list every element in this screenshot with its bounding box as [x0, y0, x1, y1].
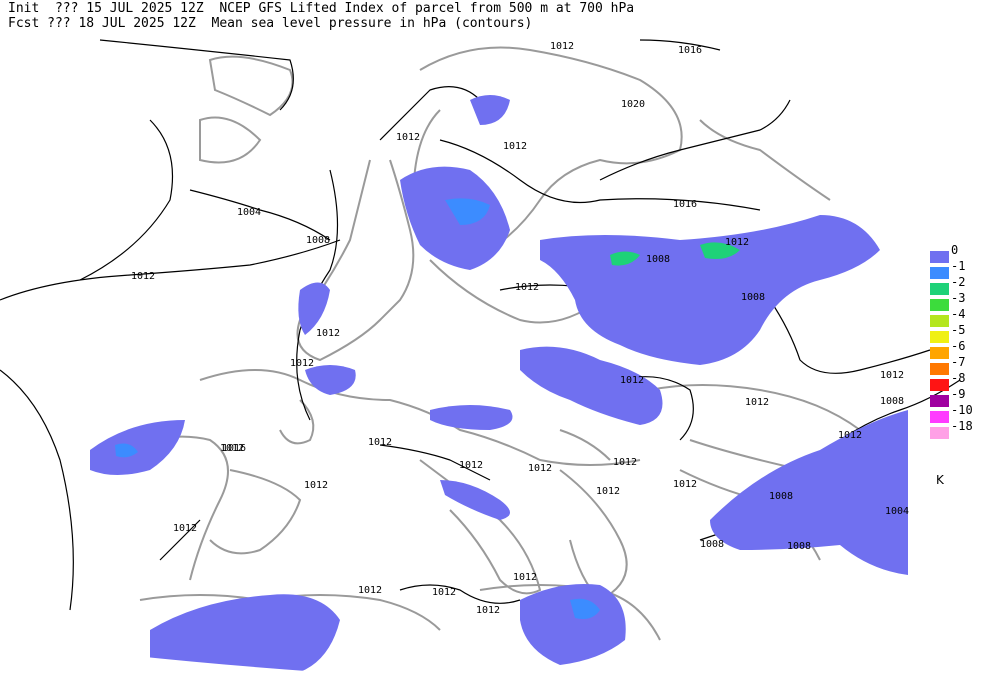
legend-swatch	[930, 427, 949, 439]
isobar-label: 1020	[621, 99, 645, 110]
li-area-libya-m2	[570, 598, 600, 619]
legend-label: 0	[951, 243, 959, 257]
isobar-label: 1012	[673, 479, 697, 490]
isobar-label: 1012	[131, 271, 155, 282]
isobar-label: 1008	[741, 292, 765, 303]
isobar-label: 1012	[513, 572, 537, 583]
isobar-label: 1004	[237, 207, 261, 218]
legend-item: -3	[930, 291, 1000, 311]
legend-swatch	[930, 283, 949, 295]
li-area-n-africa-w	[150, 594, 340, 672]
legend-label: -1	[951, 259, 966, 273]
legend-swatch	[930, 299, 949, 311]
legend-swatch	[930, 379, 949, 391]
header-line-1: Init ??? 15 JUL 2025 12Z NCEP GFS Lifted…	[8, 1, 635, 16]
li-area-russia-m2	[700, 242, 740, 259]
li-area-italy	[440, 480, 510, 520]
isobar-label: 1008	[880, 396, 904, 407]
legend-item: -10	[930, 403, 1000, 423]
legend-swatch	[930, 315, 949, 327]
legend-swatch	[930, 411, 949, 423]
legend-item: -9	[930, 387, 1000, 407]
lifted-index-shading	[90, 95, 908, 672]
legend-item: -7	[930, 355, 1000, 375]
legend-label: -3	[951, 291, 966, 305]
isobar-label: 1012	[316, 328, 340, 339]
legend-unit: K	[936, 473, 944, 487]
legend-item: -18	[930, 419, 1000, 439]
isobar-label: 1012	[396, 132, 420, 143]
legend-swatch	[930, 347, 949, 359]
isobar-label: 1012	[476, 605, 500, 616]
isobar-label: 1008	[700, 539, 724, 550]
isobar-label: 1012	[620, 375, 644, 386]
legend-item: -1	[930, 259, 1000, 279]
isobar-label: 1012	[596, 486, 620, 497]
isobar-label: 1008	[306, 235, 330, 246]
isobar-label: 1012	[838, 430, 862, 441]
legend-swatch	[930, 395, 949, 407]
isobar-label: 1012	[290, 358, 314, 369]
contour-labels: 1012 1016 1020 1004 1008 1012 1012 1012 …	[131, 41, 909, 616]
isobar-label: 1012	[368, 437, 392, 448]
legend-swatch	[930, 331, 949, 343]
isobar-label: 1012	[725, 237, 749, 248]
isobar-label: 1012	[459, 460, 483, 471]
isobar-label: 1012	[503, 141, 527, 152]
li-area-balkans	[430, 405, 513, 430]
isobar-label: 1012	[880, 370, 904, 381]
legend-label: -9	[951, 387, 966, 401]
isobar-label: 1004	[885, 506, 909, 517]
coastlines	[119, 46, 871, 641]
isobar-label: 1012	[220, 443, 244, 454]
isobar-label: 1016	[222, 443, 246, 454]
legend-label: -10	[951, 403, 973, 417]
li-area-france	[305, 365, 356, 395]
isobar-label: 1008	[646, 254, 670, 265]
color-legend: 0 -1 -2 -3 -4 -5 -6 -7 -8 -9 -10 -18	[930, 243, 1000, 439]
li-area-libya	[520, 584, 626, 665]
isobar-label: 1012	[745, 397, 769, 408]
legend-label: -4	[951, 307, 966, 321]
li-area-baltic-m2	[610, 251, 640, 266]
legend-item: -6	[930, 339, 1000, 359]
isobar-label: 1016	[673, 199, 697, 210]
legend-item: -8	[930, 371, 1000, 391]
header-line-2: Fcst ??? 18 JUL 2025 12Z Mean sea level …	[8, 16, 533, 31]
legend-item: 0	[930, 243, 1000, 263]
legend-item: -5	[930, 323, 1000, 343]
isobar-label: 1012	[432, 587, 456, 598]
legend-label: -8	[951, 371, 966, 385]
isobar-label: 1008	[769, 491, 793, 502]
legend-swatch	[930, 251, 949, 263]
legend-label: -2	[951, 275, 966, 289]
isobar-label: 1012	[515, 282, 539, 293]
legend-label: -5	[951, 323, 966, 337]
li-area-e-europe	[520, 346, 663, 425]
isobar-label: 1012	[528, 463, 552, 474]
isobar-label: 1008	[787, 541, 811, 552]
li-area-scandinavia-n	[470, 95, 510, 125]
legend-label: -7	[951, 355, 966, 369]
li-area-scandinavia	[400, 166, 510, 270]
li-area-middle-east	[710, 410, 908, 575]
li-area-atlantic	[90, 420, 185, 475]
legend-item: -4	[930, 307, 1000, 327]
isobar-label: 1012	[173, 523, 197, 534]
li-area-scandinavia-m2	[445, 198, 490, 225]
legend-item: -2	[930, 275, 1000, 295]
isobar-label: 1012	[358, 585, 382, 596]
legend-label: -18	[951, 419, 973, 433]
isobar-label: 1012	[304, 480, 328, 491]
legend-label: -6	[951, 339, 966, 353]
isobar-label: 1012	[613, 457, 637, 468]
isobar-label: 1016	[678, 45, 702, 56]
legend-swatch	[930, 363, 949, 375]
isobar-label: 1012	[550, 41, 574, 52]
li-area-baltic	[540, 215, 880, 365]
li-area-atlantic-m2	[115, 443, 138, 458]
legend-swatch	[930, 267, 949, 279]
li-area-gb	[298, 282, 330, 335]
